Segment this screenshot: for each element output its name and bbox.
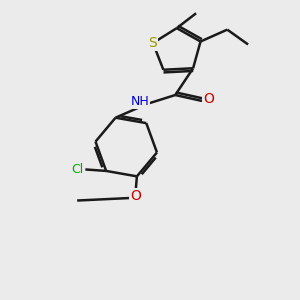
- Text: O: O: [203, 92, 214, 106]
- Text: NH: NH: [131, 95, 150, 108]
- Text: Cl: Cl: [71, 163, 83, 176]
- Text: O: O: [130, 189, 141, 203]
- Text: S: S: [148, 36, 157, 50]
